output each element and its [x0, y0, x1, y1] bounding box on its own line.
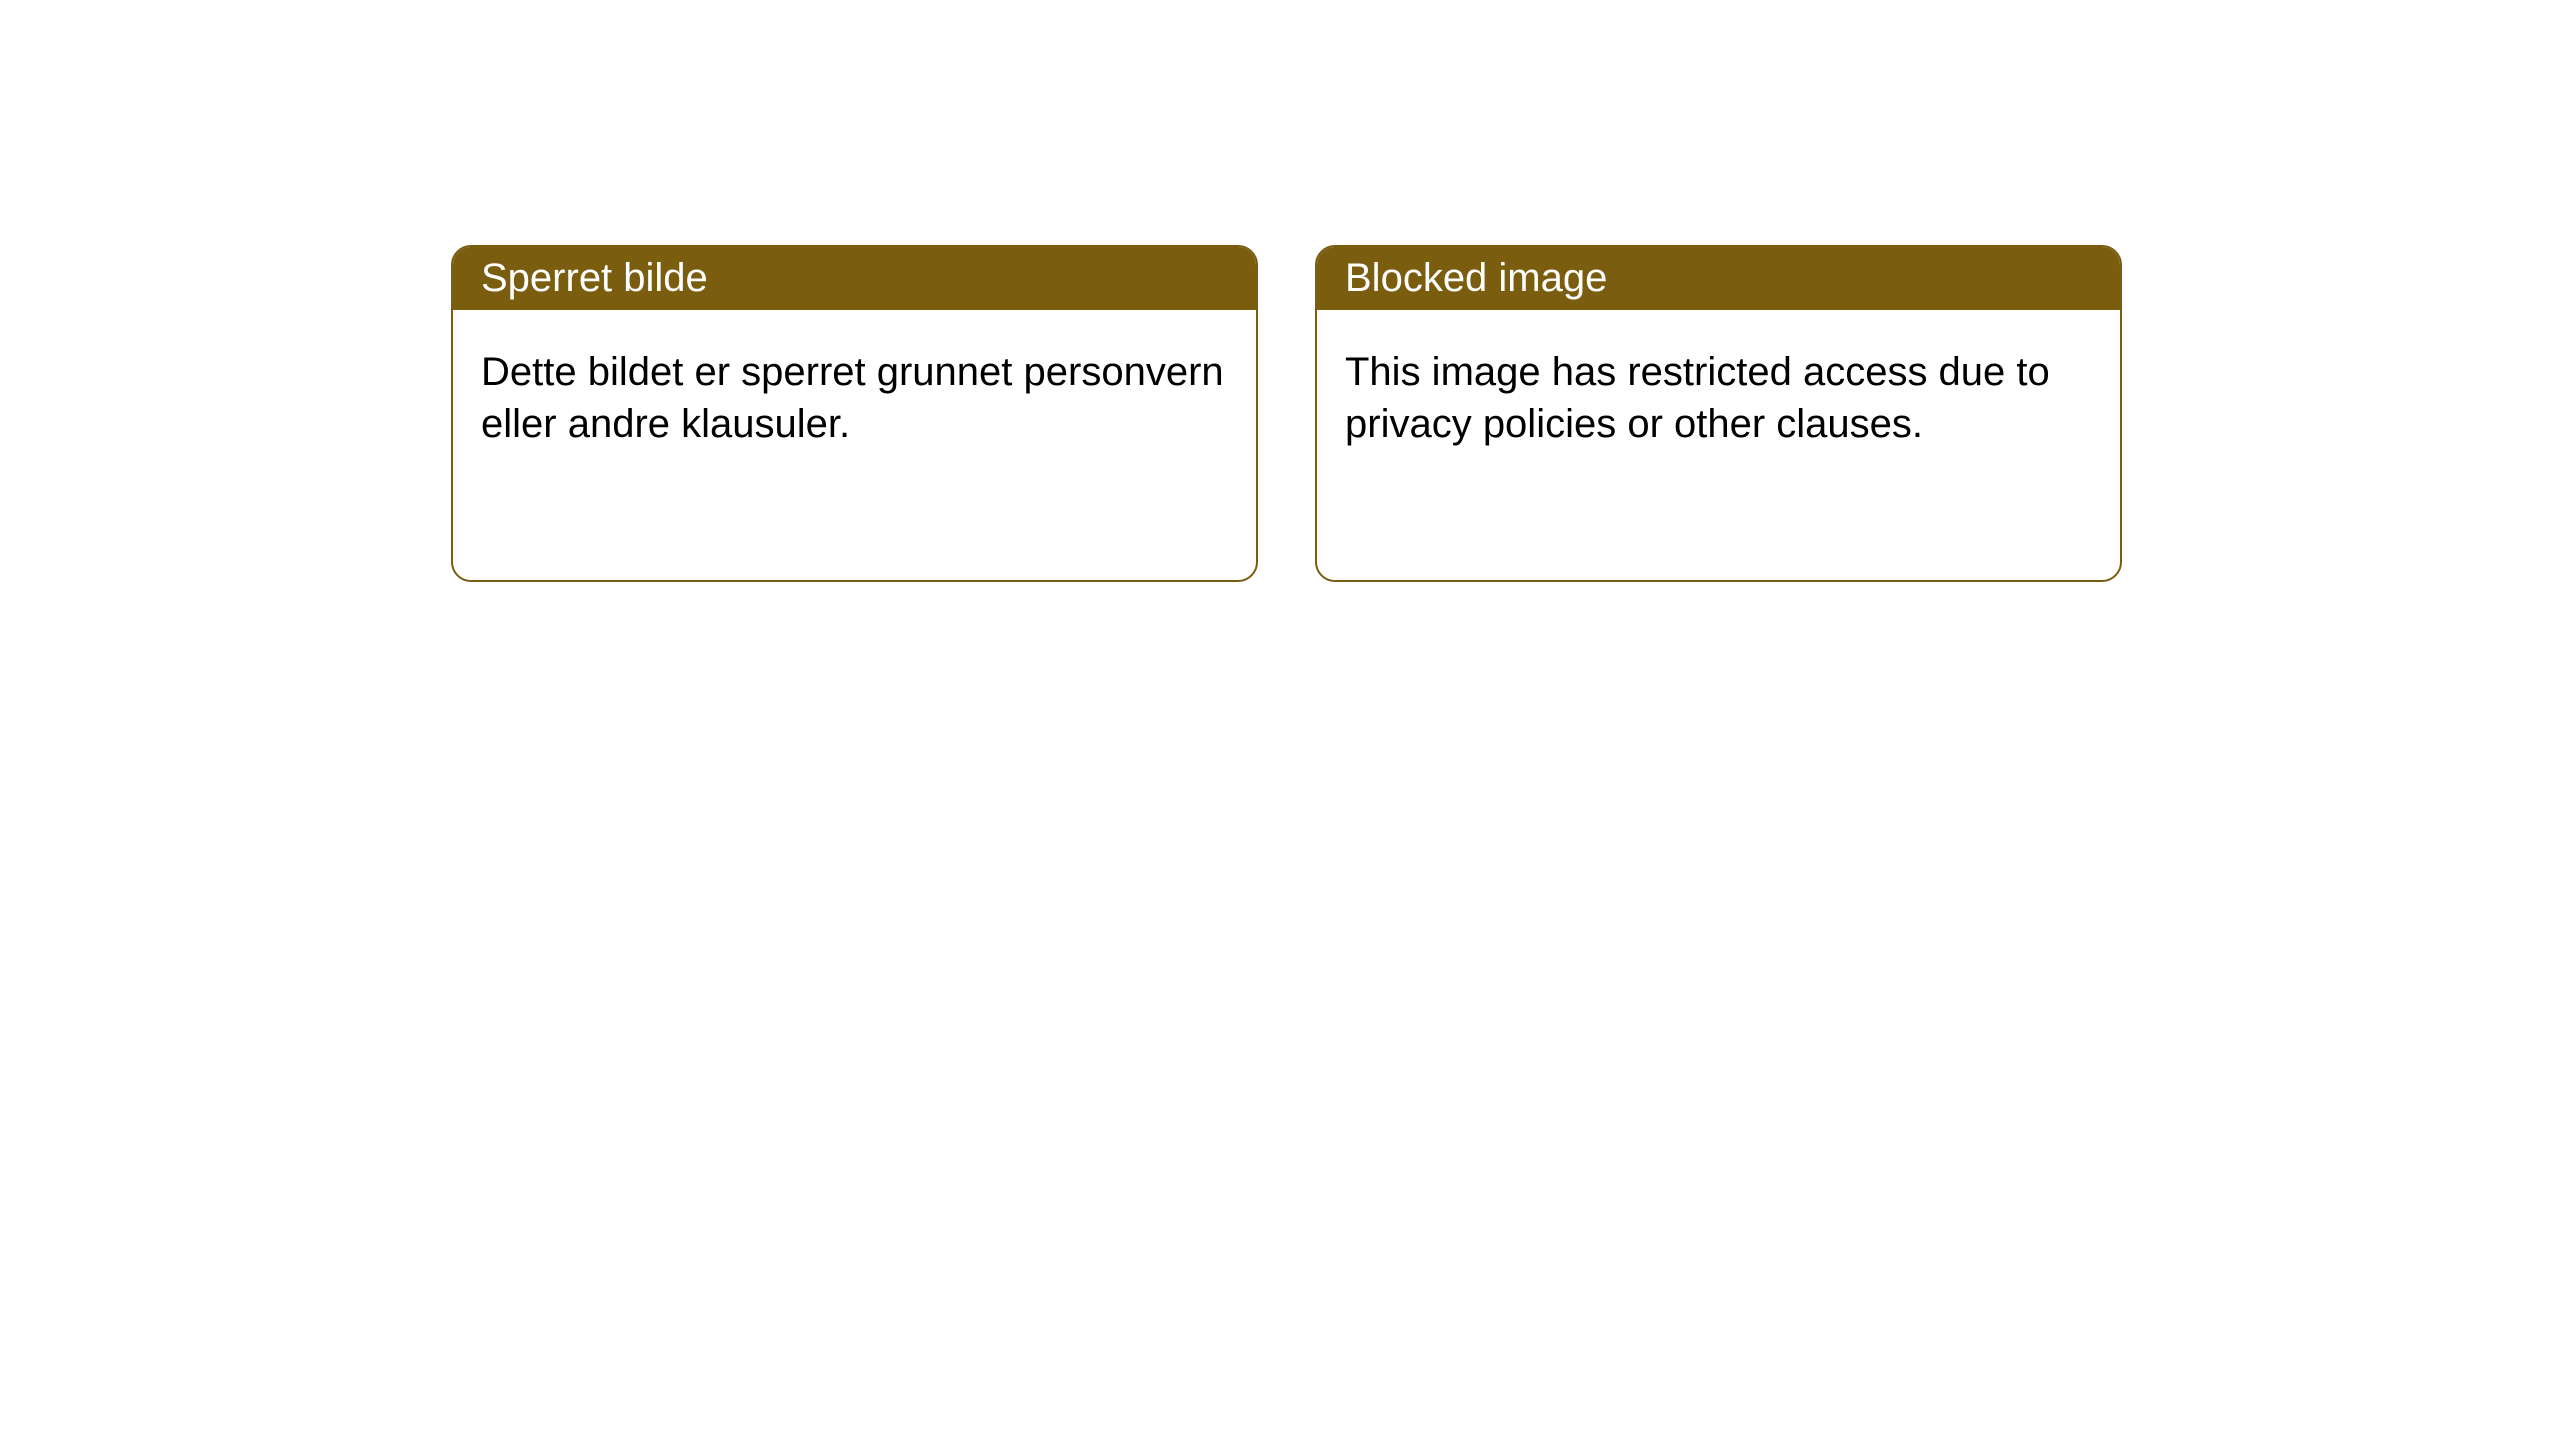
- card-title-no: Sperret bilde: [453, 247, 1256, 310]
- card-body-no: Dette bildet er sperret grunnet personve…: [453, 310, 1256, 486]
- card-body-en: This image has restricted access due to …: [1317, 310, 2120, 486]
- notice-cards-row: Sperret bilde Dette bildet er sperret gr…: [0, 0, 2560, 582]
- card-title-en: Blocked image: [1317, 247, 2120, 310]
- blocked-image-card-no: Sperret bilde Dette bildet er sperret gr…: [451, 245, 1258, 582]
- blocked-image-card-en: Blocked image This image has restricted …: [1315, 245, 2122, 582]
